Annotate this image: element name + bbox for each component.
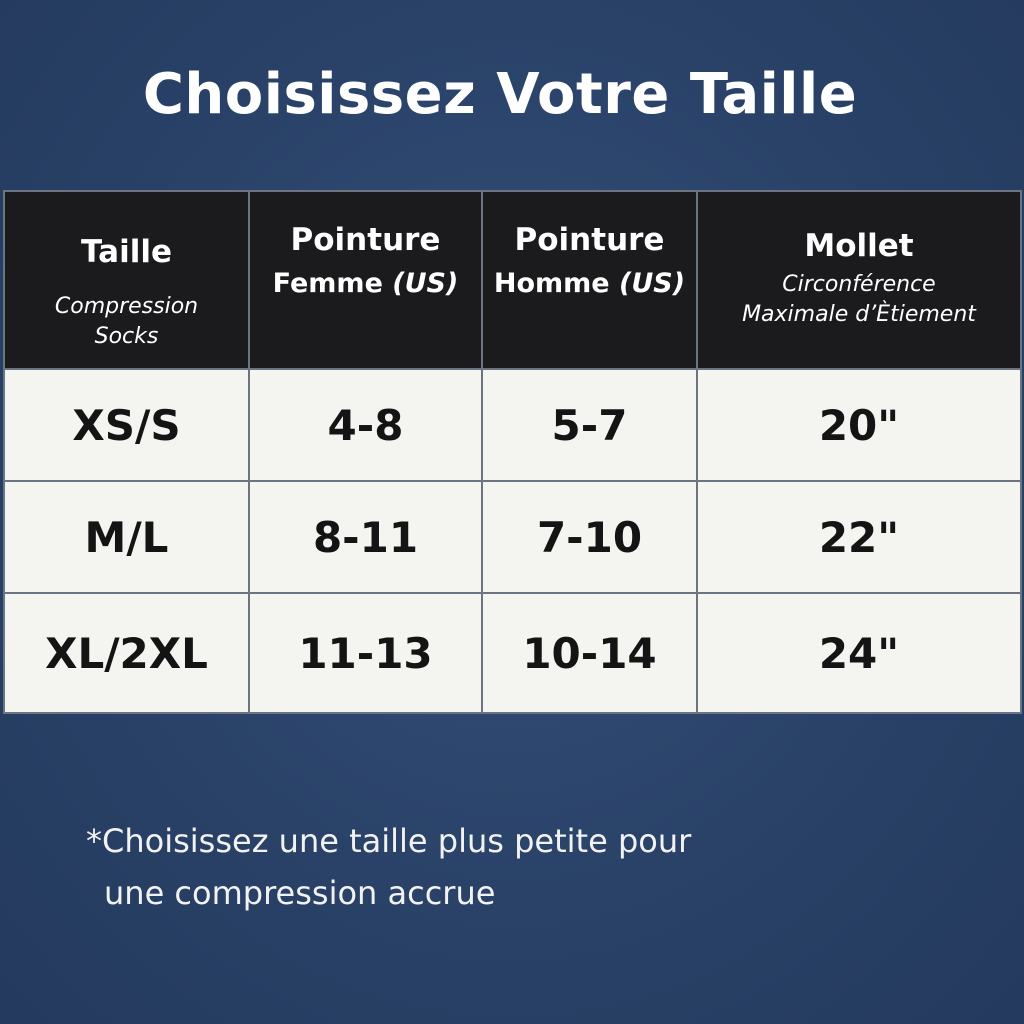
header-main: Pointure [290,222,441,258]
header-main: Taille [81,234,172,270]
footnote-line: *Choisissez une taille plus petite pour [86,822,692,860]
header-pointure-femme: Pointure Femme (US) [248,190,483,370]
header-line2: Homme (US) [493,268,686,299]
header-main: Pointure [514,222,665,258]
table-header-row: Taille Compression Socks Pointure Femme … [3,190,1022,370]
cell-size: M/L [3,480,250,594]
footnote-line: une compression accrue [104,874,496,912]
cell-calf: 24" [696,592,1022,714]
cell-calf: 22" [696,480,1022,594]
cell-size: XS/S [3,368,250,482]
header-main: Mollet [804,228,914,264]
cell-women-shoe: 8-11 [248,480,483,594]
table-row: M/L 8-11 7-10 22" [3,480,1022,594]
header-sub: Socks [94,324,159,349]
header-sub: Circonférence [782,272,936,297]
header-sub: Maximale d’Ètiement [742,302,976,327]
cell-women-shoe: 11-13 [248,592,483,714]
footnote: *Choisissez une taille plus petite pour … [86,815,691,919]
cell-women-shoe: 4-8 [248,368,483,482]
page-title: Choisissez Votre Taille [142,62,858,127]
size-chart-table: Taille Compression Socks Pointure Femme … [3,190,1022,714]
cell-men-shoe: 7-10 [481,480,698,594]
cell-size: XL/2XL [3,592,250,714]
header-pointure-homme: Pointure Homme (US) [481,190,698,370]
header-line2: Femme (US) [272,268,459,299]
table-row: XL/2XL 11-13 10-14 24" [3,592,1022,714]
header-mollet: Mollet Circonférence Maximale d’Ètiement [696,190,1022,370]
table-row: XS/S 4-8 5-7 20" [3,368,1022,482]
cell-men-shoe: 5-7 [481,368,698,482]
header-sub: Compression [54,294,199,319]
header-taille: Taille Compression Socks [3,190,250,370]
cell-men-shoe: 10-14 [481,592,698,714]
cell-calf: 20" [696,368,1022,482]
